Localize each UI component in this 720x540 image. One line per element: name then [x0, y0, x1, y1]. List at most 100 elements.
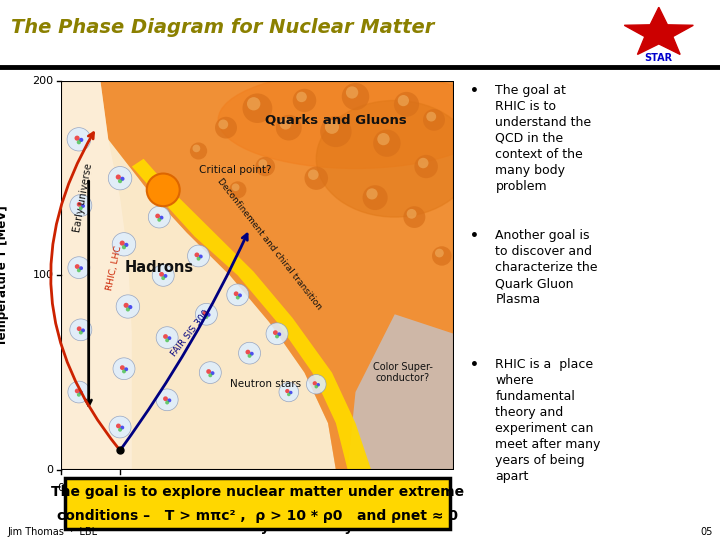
Circle shape — [373, 130, 400, 157]
Circle shape — [208, 373, 212, 377]
Circle shape — [273, 330, 278, 335]
Circle shape — [418, 158, 428, 168]
Circle shape — [206, 369, 211, 374]
Circle shape — [229, 181, 246, 198]
Circle shape — [238, 293, 242, 298]
Polygon shape — [101, 81, 454, 470]
Circle shape — [118, 179, 122, 183]
Text: //: // — [382, 489, 391, 502]
Circle shape — [75, 264, 80, 269]
Text: RHIC is a  place
where
fundamental
theory and
experiment can
meet after many
yea: RHIC is a place where fundamental theory… — [495, 359, 600, 483]
Circle shape — [77, 268, 81, 272]
Circle shape — [256, 157, 275, 176]
Circle shape — [204, 315, 208, 319]
Circle shape — [227, 284, 249, 306]
Circle shape — [377, 133, 390, 145]
Circle shape — [116, 295, 140, 318]
Circle shape — [232, 184, 240, 191]
Circle shape — [163, 274, 167, 278]
Text: Another goal is
to discover and
characterize the
Quark Gluon
Plasma: Another goal is to discover and characte… — [495, 230, 598, 306]
Text: 0: 0 — [58, 483, 65, 494]
Circle shape — [79, 138, 84, 142]
Circle shape — [77, 326, 81, 331]
Circle shape — [67, 127, 91, 151]
Circle shape — [125, 243, 128, 247]
Text: 200: 200 — [32, 76, 53, 86]
Circle shape — [147, 173, 180, 206]
Polygon shape — [624, 7, 693, 55]
Circle shape — [192, 145, 200, 152]
Circle shape — [210, 371, 215, 375]
Circle shape — [128, 305, 132, 309]
Circle shape — [167, 336, 171, 340]
Circle shape — [277, 332, 282, 336]
Circle shape — [287, 393, 291, 396]
Circle shape — [199, 362, 221, 383]
Circle shape — [346, 86, 359, 99]
Circle shape — [325, 120, 339, 134]
Text: Color Super-
conductor?: Color Super- conductor? — [373, 362, 433, 383]
Circle shape — [280, 118, 292, 130]
Circle shape — [435, 248, 444, 258]
Circle shape — [113, 358, 135, 380]
Circle shape — [124, 303, 129, 308]
Polygon shape — [61, 81, 132, 470]
Circle shape — [432, 246, 451, 266]
Circle shape — [160, 215, 163, 220]
Text: RHIC, LHC: RHIC, LHC — [105, 245, 123, 291]
Circle shape — [236, 295, 240, 300]
Circle shape — [289, 391, 292, 394]
Text: conditions –   T > mπc² ,  ρ > 10 * ρ0   and ρnet ≈ 0: conditions – T > mπc² , ρ > 10 * ρ0 and … — [57, 509, 458, 523]
Text: Quarks and Gluons: Quarks and Gluons — [265, 113, 407, 126]
Circle shape — [122, 369, 126, 373]
Circle shape — [187, 245, 210, 267]
Circle shape — [120, 240, 125, 246]
Circle shape — [307, 375, 326, 394]
Circle shape — [308, 170, 319, 180]
Circle shape — [156, 327, 178, 348]
Text: The goal is to explore nuclear matter under extreme: The goal is to explore nuclear matter un… — [51, 485, 464, 499]
Circle shape — [81, 204, 85, 208]
Circle shape — [109, 416, 131, 438]
Circle shape — [285, 389, 289, 393]
Circle shape — [246, 350, 251, 354]
Text: Critical point?: Critical point? — [199, 165, 271, 176]
Circle shape — [70, 194, 92, 217]
Circle shape — [77, 393, 81, 397]
Text: 05: 05 — [701, 527, 713, 537]
Circle shape — [165, 401, 169, 404]
Circle shape — [195, 303, 217, 325]
Text: Neutron stars: Neutron stars — [230, 379, 301, 389]
Circle shape — [79, 206, 83, 210]
Circle shape — [312, 381, 317, 386]
Circle shape — [397, 95, 409, 106]
Text: FAIR SIS 300: FAIR SIS 300 — [170, 309, 212, 359]
Ellipse shape — [316, 100, 473, 217]
Circle shape — [243, 93, 272, 123]
Circle shape — [118, 428, 122, 431]
Text: Jim Thomas  ·  LBL: Jim Thomas · LBL — [7, 527, 97, 537]
Text: •: • — [469, 359, 479, 373]
Text: •: • — [469, 84, 479, 98]
Text: Early universe: Early universe — [72, 163, 94, 233]
Circle shape — [248, 354, 251, 358]
Circle shape — [426, 112, 436, 122]
Circle shape — [75, 389, 80, 393]
Polygon shape — [132, 159, 372, 470]
Circle shape — [165, 339, 169, 342]
Circle shape — [366, 188, 377, 199]
Polygon shape — [348, 314, 454, 470]
Circle shape — [342, 83, 369, 110]
Circle shape — [120, 177, 125, 181]
Circle shape — [403, 206, 426, 228]
Circle shape — [79, 390, 83, 395]
Circle shape — [190, 143, 207, 159]
Circle shape — [116, 423, 121, 428]
Text: •: • — [469, 230, 479, 244]
Circle shape — [159, 272, 164, 276]
Circle shape — [108, 166, 132, 190]
Text: Temperature T [MeV]: Temperature T [MeV] — [0, 205, 9, 346]
Circle shape — [199, 254, 203, 259]
Circle shape — [158, 218, 161, 222]
Circle shape — [81, 328, 85, 332]
